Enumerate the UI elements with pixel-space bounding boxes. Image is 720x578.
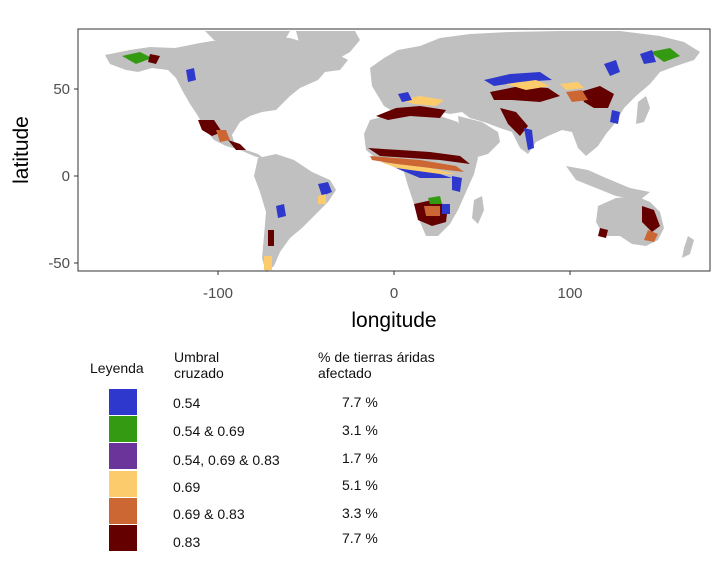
uk [376, 62, 390, 82]
australia-dark [642, 206, 660, 232]
y-axis-title: latitude [10, 116, 33, 184]
india-blue [524, 128, 534, 150]
x-tick-label: 0 [390, 285, 398, 302]
mediterranean-dark [376, 106, 446, 120]
central-asia-yellow [506, 80, 550, 90]
greenland [296, 31, 360, 62]
middle-east-dark [490, 86, 560, 102]
alaska-dark [148, 54, 160, 64]
alaska-green [122, 52, 152, 64]
affected-regions [122, 48, 680, 270]
y-tick-label: 0 [62, 168, 70, 185]
central-america-dark [228, 140, 246, 150]
argentina-dark [268, 230, 274, 246]
south-america [254, 154, 336, 272]
ne-siberia-green [650, 48, 680, 62]
japan [636, 96, 650, 124]
australia-orange [644, 230, 658, 242]
mediterranean-blue [398, 92, 412, 102]
brazil-ne-blue [318, 182, 332, 196]
arctic-islands [205, 31, 290, 44]
se-asia-islands [566, 166, 650, 200]
east-africa-blue [452, 176, 462, 192]
mexico-dark [198, 120, 222, 136]
peru-blue [276, 204, 286, 218]
north-america [105, 36, 348, 160]
china-orange [566, 90, 588, 102]
sahel-band-dark [368, 148, 470, 164]
x-tick-label: 100 [557, 285, 582, 302]
sahel-band-yellow [380, 162, 456, 174]
sahel-band-orange [370, 156, 464, 172]
madagascar [472, 196, 484, 224]
china-blue [604, 60, 620, 76]
land-masses [105, 31, 700, 272]
mexico-orange [216, 130, 230, 142]
china-blue-2 [610, 110, 620, 124]
y-tick-label: 50 [53, 81, 70, 98]
brazil-ne-yellow [318, 194, 326, 204]
patagonia-yellow [264, 256, 272, 270]
y-tick-label: -50 [48, 255, 70, 272]
alaska-blue [186, 68, 196, 82]
x-tick-label: -100 [203, 285, 233, 302]
australia-sw-dark [598, 228, 608, 238]
new-zealand [682, 236, 694, 258]
southern-africa-green [428, 196, 442, 204]
sahel-band-blue [396, 168, 452, 178]
central-asia-blue [484, 72, 552, 86]
ne-siberia-blue [640, 50, 656, 64]
x-axis-title: longitude [351, 309, 436, 332]
iran-dark [500, 108, 528, 136]
china-yellow [560, 82, 584, 90]
southern-africa-orange [424, 206, 440, 216]
china-dark [580, 86, 614, 108]
southern-africa-blue [442, 204, 450, 214]
